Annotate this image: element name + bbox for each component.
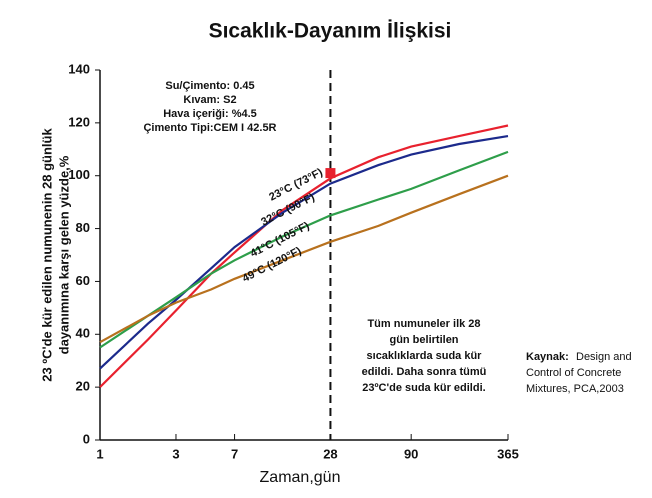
x-tick-label: 3 bbox=[172, 446, 179, 461]
series-line bbox=[99, 150, 509, 349]
marker bbox=[325, 168, 336, 179]
mix-box-line: Kıvam: S2 bbox=[183, 94, 236, 106]
y-tick-label: 20 bbox=[76, 379, 90, 394]
series-label: 23°C (73°F) bbox=[267, 166, 325, 203]
y-tick-label: 60 bbox=[76, 273, 90, 288]
x-tick-label: 7 bbox=[231, 446, 238, 461]
x-tick-label: 365 bbox=[497, 446, 519, 461]
note-box-line: 23ºC'de suda kür edildi. bbox=[362, 382, 485, 394]
y-tick-label: 100 bbox=[68, 167, 90, 182]
source-line: Design and bbox=[576, 351, 632, 363]
mix-box: Su/Çimento: 0.45 Kıvam: S2 Hava içeriği: %… bbox=[112, 74, 290, 142]
y-tick-label: 80 bbox=[76, 220, 90, 235]
note-box-line: gün belirtilen bbox=[389, 334, 458, 346]
series-label: 32°C (90°F) bbox=[259, 191, 317, 228]
y-tick-label: 140 bbox=[68, 61, 90, 76]
x-axis-label: Zaman,gün bbox=[260, 469, 341, 486]
mix-box-line: Su/Çimento: 0.45 bbox=[165, 80, 254, 92]
y-tick-label: 40 bbox=[76, 326, 90, 341]
x-tick-label: 90 bbox=[404, 446, 418, 461]
y-axis-label: 23 ºC'de kür edilen numunenin 28 günlük … bbox=[39, 128, 71, 382]
series-line bbox=[99, 124, 509, 388]
chart-title: Sıcaklık-Dayanım İlişkisi bbox=[209, 20, 452, 43]
y-tick-label: 0 bbox=[83, 431, 90, 446]
x-tick-label: 1 bbox=[96, 446, 103, 461]
note-box-line: Tüm numuneler ilk 28 bbox=[367, 318, 480, 330]
series-line bbox=[99, 174, 509, 344]
note-box-line: edildi. Daha sonra tümü bbox=[362, 366, 487, 378]
y-axis-label-line: dayanımına karşı gelen yüzde,% bbox=[56, 155, 71, 354]
source-line: Mixtures, PCA,2003 bbox=[526, 383, 624, 395]
source-line: Control of Concrete bbox=[526, 367, 621, 379]
mix-box-frame bbox=[112, 74, 290, 142]
note-box-line: sıcaklıklarda suda kür bbox=[367, 350, 483, 362]
mix-box-line: Hava içeriği: %4.5 bbox=[163, 108, 257, 120]
source-label: Kaynak: bbox=[526, 351, 569, 363]
mix-box-line: Çimento Tipi:CEM I 42.5R bbox=[143, 122, 276, 134]
x-tick-label: 28 bbox=[323, 446, 337, 461]
y-tick-label: 120 bbox=[68, 114, 90, 129]
y-axis-label-line: 23 ºC'de kür edilen numunenin 28 günlük bbox=[39, 128, 54, 382]
note-box: Tüm numuneler ilk 28 gün belirtilen sıcakl… bbox=[342, 312, 500, 398]
note-box-frame bbox=[342, 312, 500, 398]
